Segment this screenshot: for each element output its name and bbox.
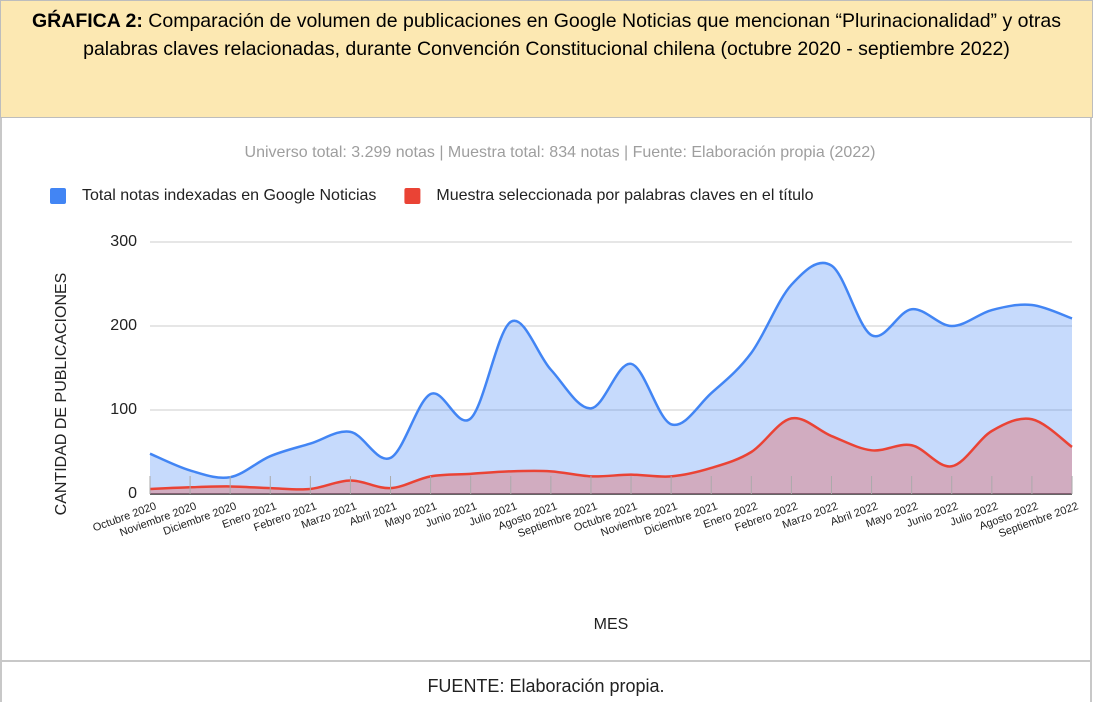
legend-swatch xyxy=(404,188,421,204)
y-tick-label: 200 xyxy=(110,317,137,334)
y-tick-label: 0 xyxy=(128,485,137,502)
line xyxy=(149,261,1073,480)
y-axis-title: CANTIDAD DE PUBLICACIONES xyxy=(53,273,70,516)
header-label: GŔAFICA 2: xyxy=(32,10,143,32)
legend-label: Total notas indexadas en Google Noticias xyxy=(82,187,376,204)
y-tick-label: 300 xyxy=(110,233,137,250)
y-tick-label: 100 xyxy=(110,401,137,418)
x-axis-title: MES xyxy=(594,616,629,633)
footer-text: FUENTE: Elaboración propia. xyxy=(427,676,664,696)
chart-subtitle: Universo total: 3.299 notas | Muestra to… xyxy=(245,144,876,161)
header-text: Comparación de volumen de publicaciones … xyxy=(83,10,1061,60)
legend-swatch xyxy=(50,188,66,204)
header: GŔAFICA 2: Comparación de volumen de pub… xyxy=(0,0,1093,118)
legend-label: Muestra seleccionada por palabras claves… xyxy=(436,187,813,204)
area-fill xyxy=(150,418,1072,494)
line xyxy=(149,416,1073,491)
area-fill xyxy=(150,262,1072,494)
